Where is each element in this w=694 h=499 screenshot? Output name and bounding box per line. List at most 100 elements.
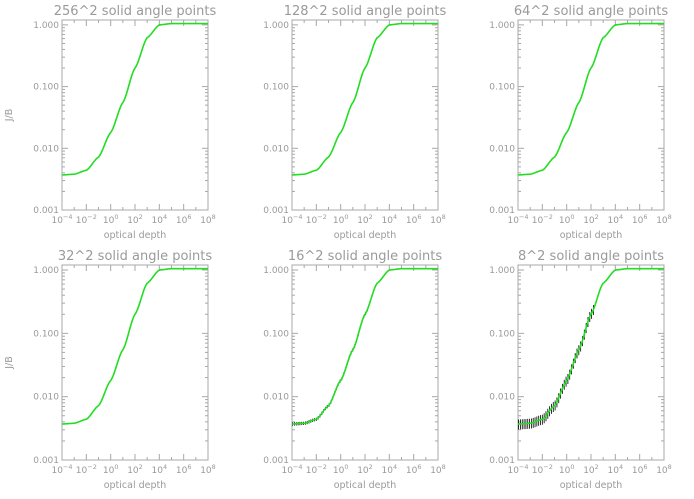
y-tick-label: 0.010 — [263, 144, 289, 154]
x-tick-label: 102 — [357, 463, 373, 476]
x-tick-label: 106 — [176, 213, 192, 226]
y-tick-label: 1.000 — [489, 266, 515, 276]
chart-title: 8^2 solid angle points — [518, 249, 664, 264]
x-tick-label: 104 — [382, 463, 398, 476]
x-axis-label: optical depth — [560, 480, 623, 491]
chart-panel-4: 10−4 10−2 100 102 104 106 108 0.001 0.010 0.100 1.… — [263, 249, 446, 491]
y-tick-label: 0.100 — [33, 329, 59, 339]
chart-title: 32^2 solid angle points — [58, 249, 213, 264]
chart-title: 256^2 solid angle points — [54, 4, 217, 19]
y-tick-label: 0.001 — [489, 206, 515, 216]
error-bars — [292, 307, 368, 426]
y-tick-label: 0.100 — [263, 329, 289, 339]
chart-title: 128^2 solid angle points — [284, 4, 447, 19]
x-tick-label: 104 — [152, 213, 168, 226]
y-tick-label: 0.001 — [489, 456, 515, 466]
x-tick-label: 106 — [632, 463, 648, 476]
y-axis-label: J/B — [4, 109, 15, 123]
x-tick-label: 108 — [430, 463, 446, 476]
plot-frame — [517, 264, 665, 461]
y-tick-label: 0.001 — [263, 206, 289, 216]
x-tick-label: 100 — [559, 463, 575, 476]
x-tick-label: 10−4 — [507, 463, 528, 476]
y-tick-label: 0.001 — [33, 456, 59, 466]
x-tick-label: 108 — [200, 463, 216, 476]
x-tick-label: 10−4 — [51, 463, 72, 476]
y-tick-label: 0.010 — [263, 393, 289, 403]
x-tick-label: 106 — [406, 463, 422, 476]
y-tick-label: 0.010 — [489, 144, 515, 154]
chart-panel-5: 10−4 10−2 100 102 104 106 108 0.001 0.010 0.100 1.… — [489, 249, 672, 491]
y-tick-label: 0.100 — [489, 329, 515, 339]
plot-frame — [517, 19, 665, 211]
x-tick-label: 104 — [382, 213, 398, 226]
x-tick-label: 102 — [127, 213, 143, 226]
y-axis-label: J/B — [4, 356, 15, 370]
chart-title: 64^2 solid angle points — [514, 4, 669, 19]
series-line — [291, 22, 438, 176]
x-tick-label: 106 — [406, 213, 422, 226]
y-tick-label: 0.001 — [33, 206, 59, 216]
x-tick-label: 104 — [608, 213, 624, 226]
series-line — [61, 22, 208, 176]
x-tick-label: 10−4 — [281, 463, 302, 476]
x-tick-label: 102 — [583, 463, 599, 476]
x-tick-label: 108 — [200, 213, 216, 226]
y-tick-label: 0.100 — [33, 83, 59, 93]
x-tick-label: 10−4 — [281, 213, 302, 226]
y-tick-label: 1.000 — [489, 21, 515, 31]
x-tick-label: 106 — [632, 213, 648, 226]
x-axis-label: optical depth — [104, 480, 167, 491]
plot-frame — [61, 19, 209, 211]
y-tick-label: 0.010 — [489, 393, 515, 403]
chart-panel-2: 10−4 10−2 100 102 104 106 108 0.001 0.010 0.100 1.… — [489, 4, 672, 241]
x-tick-label: 108 — [430, 213, 446, 226]
chart-title: 16^2 solid angle points — [288, 249, 443, 264]
y-tick-label: 1.000 — [33, 21, 59, 31]
x-tick-label: 10−2 — [76, 463, 97, 476]
series-line — [517, 267, 664, 425]
y-tick-label: 0.001 — [263, 456, 289, 466]
x-tick-label: 10−2 — [532, 463, 553, 476]
y-tick-label: 0.100 — [489, 83, 515, 93]
x-tick-label: 102 — [583, 213, 599, 226]
series-line — [61, 267, 208, 425]
x-axis-label: optical depth — [334, 230, 397, 241]
x-tick-label: 106 — [176, 463, 192, 476]
y-tick-label: 0.010 — [33, 144, 59, 154]
x-tick-label: 10−2 — [76, 213, 97, 226]
y-tick-label: 1.000 — [33, 266, 59, 276]
y-tick-label: 1.000 — [263, 266, 289, 276]
series-line — [517, 22, 664, 176]
x-tick-label: 108 — [656, 463, 672, 476]
x-tick-label: 104 — [152, 463, 168, 476]
x-axis-label: optical depth — [104, 230, 167, 241]
x-tick-label: 102 — [127, 463, 143, 476]
x-tick-label: 100 — [559, 213, 575, 226]
x-axis-label: optical depth — [560, 230, 623, 241]
x-tick-label: 10−2 — [532, 213, 553, 226]
chart-panel-1: 10−4 10−2 100 102 104 106 108 0.001 0.010 0.100 1.… — [263, 4, 446, 241]
x-tick-label: 10−2 — [306, 213, 327, 226]
chart-panel-3: 10−4 10−2 100 102 104 106 108 0.001 0.010 0.100 1.… — [4, 249, 216, 491]
plot-frame — [291, 264, 439, 461]
chart-panel-0: 10−4 10−2 100 102 104 106 108 0.001 0.010 0.100 1.… — [4, 4, 217, 241]
y-tick-label: 0.100 — [263, 83, 289, 93]
x-tick-label: 10−4 — [51, 213, 72, 226]
x-tick-label: 100 — [103, 213, 119, 226]
y-tick-label: 1.000 — [263, 21, 289, 31]
error-bars — [518, 304, 594, 430]
y-tick-label: 0.010 — [33, 393, 59, 403]
plot-frame — [291, 19, 439, 211]
plot-frame — [61, 264, 209, 461]
x-tick-label: 100 — [333, 463, 349, 476]
x-tick-label: 100 — [103, 463, 119, 476]
x-tick-label: 104 — [608, 463, 624, 476]
series-line — [291, 267, 438, 425]
x-tick-label: 102 — [357, 213, 373, 226]
x-tick-label: 10−2 — [306, 463, 327, 476]
x-axis-label: optical depth — [334, 480, 397, 491]
x-tick-label: 100 — [333, 213, 349, 226]
x-tick-label: 108 — [656, 213, 672, 226]
